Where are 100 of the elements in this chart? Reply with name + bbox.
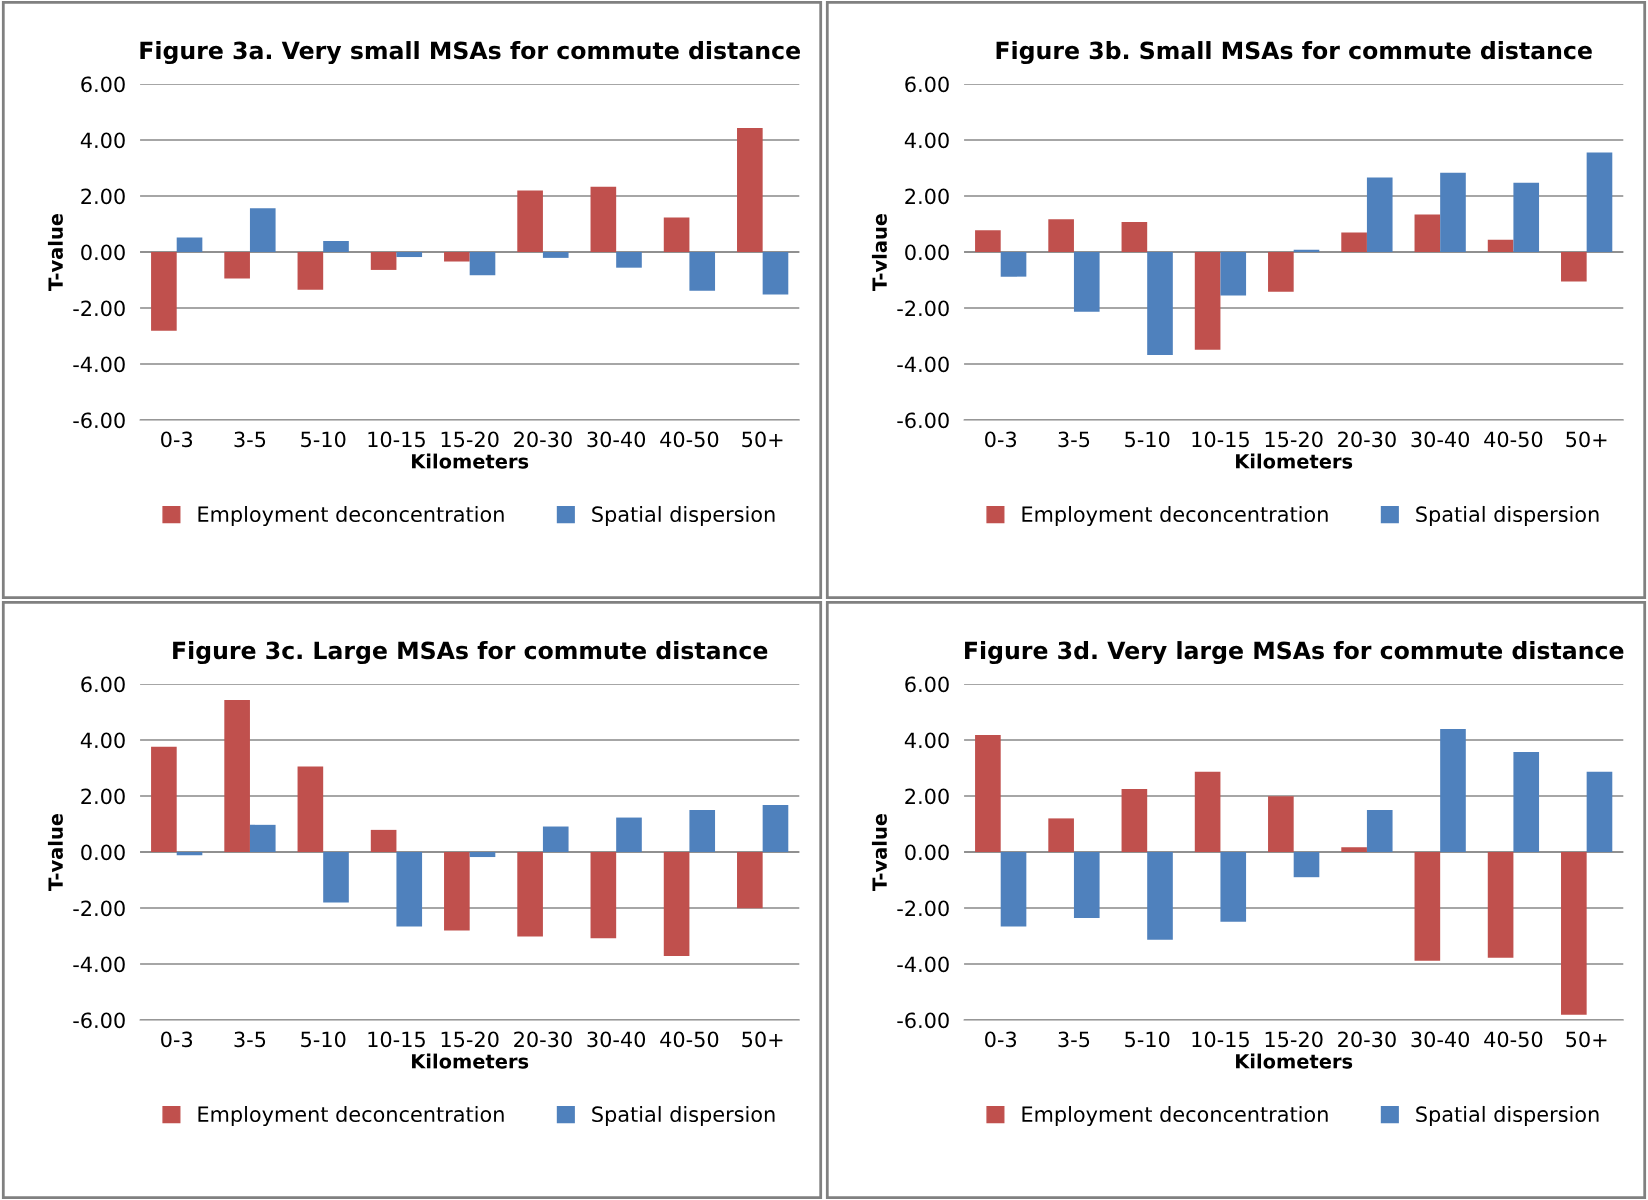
legend-label: Employment deconcentration (1022, 505, 1328, 527)
bar (616, 252, 642, 268)
x-tick-label: 0-3 (985, 431, 1017, 448)
bar (1048, 219, 1074, 252)
y-tick-label: 4.00 (904, 132, 949, 149)
bar (249, 208, 276, 252)
y-tick-label: 2.00 (905, 788, 949, 805)
bar (737, 127, 763, 252)
x-tick-label: 20-30 (1338, 431, 1396, 448)
bar (616, 817, 642, 852)
x-axis-title: Kilometers (1236, 453, 1353, 469)
y-tick-label: 4.00 (80, 732, 125, 749)
bar (517, 852, 543, 937)
x-tick-label: 5-10 (301, 1031, 346, 1048)
y-tick-label: -2.00 (897, 900, 949, 917)
x-tick-label: 20-30 (514, 431, 572, 448)
bar (1487, 852, 1514, 958)
bar (689, 810, 716, 852)
bar (1561, 252, 1587, 282)
x-tick-label: 10-15 (1192, 431, 1249, 448)
y-axis-title: T-value (47, 813, 63, 891)
bar (1147, 852, 1173, 940)
bar (396, 852, 423, 927)
y-tick-label: 2.00 (81, 788, 125, 805)
bar (1414, 852, 1441, 961)
bar (1147, 252, 1173, 356)
y-tick-label: -4.00 (73, 956, 125, 973)
y-tick-label: 6.00 (905, 676, 949, 693)
x-tick-label: 50+ (1566, 431, 1607, 448)
bar (370, 252, 397, 270)
bar (663, 852, 690, 956)
bar (1513, 752, 1540, 852)
y-tick-label: -4.00 (897, 356, 949, 373)
y-tick-label: 0.00 (81, 844, 125, 861)
bar (975, 230, 1001, 252)
bar (1366, 177, 1393, 252)
x-tick-label: 10-15 (368, 431, 425, 448)
chart-title: Figure 3a. Very small MSAs for commute distance (140, 41, 800, 65)
bar (444, 852, 470, 931)
bar (1073, 252, 1100, 312)
bar (1414, 214, 1441, 252)
x-tick-label: 3-5 (234, 431, 266, 448)
legend-label: Spatial dispersion (1416, 1105, 1599, 1127)
y-tick-label: 6.00 (81, 76, 125, 93)
x-tick-label: 30-40 (1411, 1031, 1470, 1048)
bar (1220, 852, 1247, 922)
bar (1586, 771, 1613, 852)
y-tick-label: 2.00 (905, 188, 949, 205)
bar (1268, 796, 1294, 852)
legend-label: Employment deconcentration (198, 505, 504, 527)
bar (1268, 252, 1294, 292)
bar (224, 252, 250, 279)
y-tick-label: 6.00 (81, 676, 125, 693)
bar (224, 699, 250, 852)
bar (1194, 771, 1221, 852)
bar (975, 734, 1001, 852)
x-tick-label: 3-5 (1058, 1031, 1090, 1048)
y-tick-label: -6.00 (73, 412, 125, 429)
bar (1487, 239, 1514, 252)
x-axis-title: Kilometers (412, 453, 529, 469)
y-tick-label: -4.00 (73, 356, 125, 373)
y-tick-label: 0.00 (905, 244, 949, 261)
bar (444, 252, 470, 262)
bar (689, 252, 716, 291)
x-tick-label: 30-40 (587, 431, 646, 448)
bar (590, 186, 617, 252)
chart-title: Figure 3c. Large MSAs for commute distance (173, 641, 768, 665)
y-tick-label: 0.00 (81, 244, 125, 261)
x-tick-label: 15-20 (441, 431, 499, 448)
bar (297, 766, 324, 852)
bar (323, 241, 349, 252)
y-tick-label: 4.00 (904, 732, 949, 749)
x-tick-label: 0-3 (161, 431, 193, 448)
x-tick-label: 50+ (1566, 1031, 1607, 1048)
x-axis-title: Kilometers (412, 1053, 529, 1069)
bar (1341, 847, 1367, 852)
x-tick-label: 50+ (742, 431, 783, 448)
bar (663, 217, 690, 252)
bar (1366, 810, 1393, 852)
x-tick-label: 5-10 (1125, 431, 1170, 448)
bar (469, 252, 496, 276)
x-tick-label: 50+ (742, 1031, 783, 1048)
bar (1341, 232, 1367, 252)
bar (1513, 182, 1540, 252)
bar (737, 852, 763, 909)
x-tick-label: 5-10 (301, 431, 346, 448)
bar (1000, 852, 1027, 927)
y-tick-label: 0.00 (905, 844, 949, 861)
legend-label: Spatial dispersion (1416, 505, 1599, 527)
legend-label: Spatial dispersion (592, 505, 775, 527)
bar (1048, 818, 1074, 852)
bar (323, 852, 349, 903)
bar (542, 252, 569, 258)
bar (1000, 252, 1027, 277)
x-tick-label: 30-40 (587, 1031, 646, 1048)
x-tick-label: 40-50 (660, 1031, 719, 1048)
bar (249, 824, 276, 852)
legend-label: Spatial dispersion (592, 1105, 775, 1127)
bar (469, 852, 496, 858)
x-tick-label: 40-50 (1484, 431, 1543, 448)
